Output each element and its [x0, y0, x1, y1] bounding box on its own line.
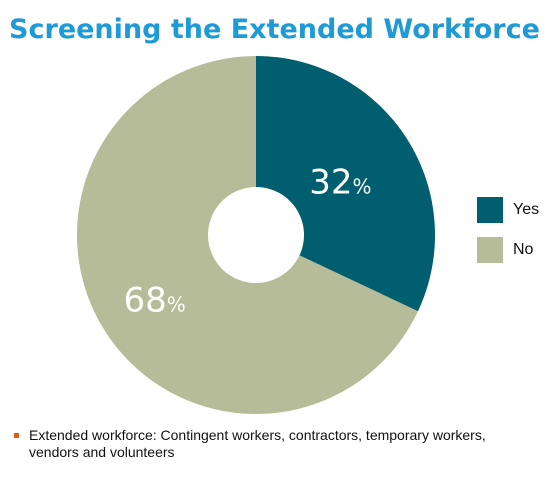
footnote: Extended workforce: Contingent workers, … — [14, 427, 534, 461]
legend-label-yes: Yes — [513, 201, 540, 218]
legend-label-no: No — [513, 241, 534, 258]
footnote-bullet — [14, 433, 19, 438]
data-label-no: 68% — [124, 280, 186, 320]
legend-item-yes: Yes — [477, 196, 539, 224]
slice-yes — [256, 56, 435, 312]
chart-title: Screening the Extended Workforce — [9, 14, 540, 45]
legend-swatch-yes — [477, 197, 503, 223]
data-label-yes: 32% — [309, 162, 371, 202]
slice-no — [76, 56, 418, 415]
legend-swatch-no — [477, 237, 503, 263]
footnote-text: Extended workforce: Contingent workers, … — [29, 427, 486, 460]
legend-item-no: No — [477, 236, 533, 264]
